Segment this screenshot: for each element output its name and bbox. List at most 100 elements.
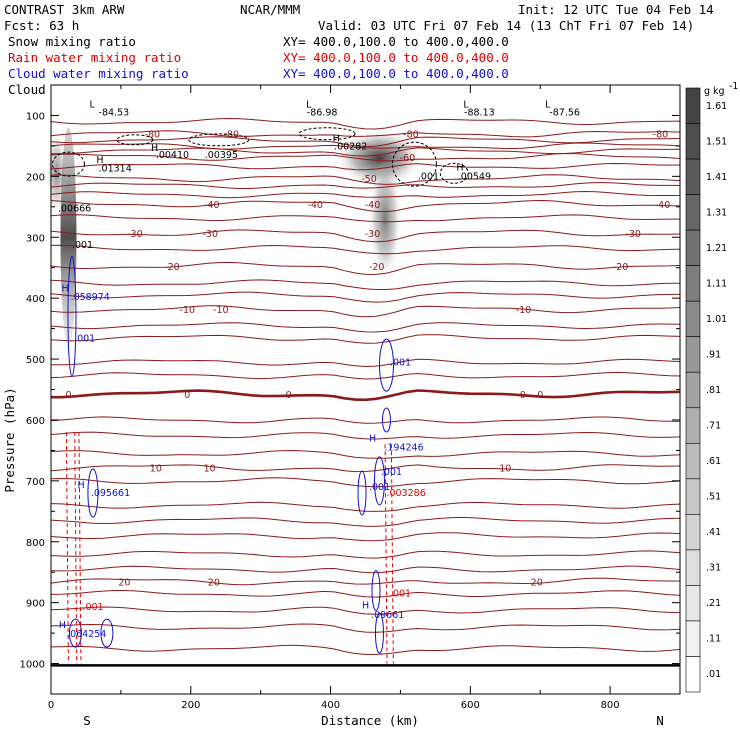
ice-annotation: L bbox=[89, 100, 95, 111]
ice-annotation: L bbox=[306, 100, 312, 111]
contour-label: -20 bbox=[369, 262, 385, 273]
contour-label: 10 bbox=[204, 463, 216, 474]
cloud-water-contour bbox=[381, 407, 391, 433]
cloud-water-contour bbox=[357, 470, 367, 516]
colorbar-label: .21 bbox=[706, 598, 721, 609]
rain-annotation: .001 bbox=[390, 589, 411, 600]
cloud-water-contour bbox=[373, 456, 385, 506]
cloud-water-annotation: .001 bbox=[390, 358, 411, 369]
colorbar-label: .91 bbox=[706, 349, 721, 360]
temperature-contour bbox=[50, 182, 681, 189]
colorbar-swatch bbox=[685, 407, 701, 444]
colorbar-swatch bbox=[685, 300, 701, 338]
temperature-contour bbox=[50, 162, 681, 171]
ice-annotation: H bbox=[456, 162, 463, 173]
colorbar-label: .01 bbox=[706, 669, 721, 680]
colorbar-swatch bbox=[685, 229, 701, 266]
temperature-contour bbox=[50, 565, 681, 574]
contour-label: -80 bbox=[403, 130, 419, 141]
contour-label: 0 bbox=[184, 390, 190, 401]
ice-annotation: L bbox=[545, 100, 551, 111]
cloud-water-annotation: H bbox=[362, 601, 369, 612]
temperature-contour bbox=[50, 516, 680, 527]
rain-contour bbox=[384, 444, 388, 664]
temperature-contour bbox=[50, 532, 681, 542]
temperature-contour bbox=[50, 358, 681, 368]
cloud-ice-contour bbox=[439, 162, 469, 184]
field-xy: XY= 400.0,100.0 to 400.0,400.0 bbox=[283, 50, 509, 65]
cloud-water-annotation: H bbox=[78, 480, 85, 491]
temperature-contour bbox=[50, 550, 681, 559]
cloud-ice-contour bbox=[116, 134, 154, 146]
colorbar-label: 1.01 bbox=[706, 314, 727, 325]
rain-contour bbox=[65, 432, 69, 664]
temperature-contour bbox=[50, 371, 681, 380]
temperature-contour bbox=[50, 416, 681, 424]
temperature-contour--80 bbox=[50, 130, 681, 138]
colorbar-swatch bbox=[685, 585, 701, 622]
temperature-contour--40 bbox=[50, 199, 681, 213]
contour-label: -40 bbox=[204, 200, 220, 211]
colorbar-label: 1.11 bbox=[706, 278, 727, 289]
cloud-ice-contour bbox=[51, 151, 85, 177]
colorbar-unit-exponent: -1 bbox=[729, 81, 738, 92]
field-name: Snow mixing ratio bbox=[8, 34, 136, 49]
contour-label: 10 bbox=[499, 463, 511, 474]
temperature-contour bbox=[50, 322, 681, 333]
colorbar-label: .51 bbox=[706, 492, 721, 503]
cloud-water-contour bbox=[100, 618, 114, 648]
plot-area: -80 -80 -80 -80 -60 -50 -40 -40 -40 -40 -30 -30 -30 -… bbox=[20, 84, 681, 711]
colorbar-unit: g kg bbox=[704, 86, 725, 97]
snow-core bbox=[337, 130, 422, 187]
ice-annotation: L bbox=[463, 100, 469, 111]
ice-annotation: H bbox=[96, 155, 103, 166]
contour-label: -80 bbox=[653, 130, 669, 141]
contour-label: -80 bbox=[145, 130, 161, 141]
contour-label: -10 bbox=[213, 305, 229, 316]
contour-label: 10 bbox=[150, 463, 162, 474]
cloud-water-annotation: .058974 bbox=[71, 292, 110, 303]
init-time: Init: 12 UTC Tue 04 Feb 14 bbox=[518, 2, 714, 17]
cloud-water-annotation: .001 bbox=[74, 333, 95, 344]
ice-annotation: .00395 bbox=[205, 150, 238, 161]
cloud-water-annotation: H bbox=[61, 283, 68, 294]
colorbar-swatch bbox=[685, 371, 701, 409]
cloud-water-contour bbox=[68, 618, 82, 648]
colorbar-swatch bbox=[685, 442, 701, 480]
ice-annotation: -87.56 bbox=[549, 107, 580, 118]
rain-contour bbox=[390, 444, 394, 664]
temperature-contour bbox=[50, 501, 681, 512]
colorbar-swatch bbox=[685, 336, 701, 373]
snow-tail bbox=[369, 158, 402, 279]
x-end-label-south: S bbox=[83, 713, 91, 728]
temperature-contour--50 bbox=[51, 174, 681, 185]
model-title: CONTRAST 3km ARW bbox=[4, 2, 125, 17]
colorbar-label: .11 bbox=[706, 634, 721, 645]
contour-label: -40 bbox=[365, 200, 381, 211]
ice-annotation: H bbox=[333, 134, 340, 145]
field-name: Cloud water mixing ratio bbox=[8, 66, 189, 81]
y-tick-label: 700 bbox=[26, 477, 45, 488]
ice-annotation: .00410 bbox=[156, 150, 189, 161]
cloud-water-annotation: .001 bbox=[381, 467, 402, 478]
temperature-contour bbox=[50, 606, 681, 615]
contour-label: 20 bbox=[118, 577, 130, 588]
cloud-water-contour bbox=[374, 612, 384, 654]
y-tick-label: 900 bbox=[26, 599, 45, 610]
ice-annotation: -88.13 bbox=[464, 107, 495, 118]
y-tick-label: 600 bbox=[26, 416, 45, 427]
temperature-contour bbox=[50, 214, 680, 223]
colorbar-label: .71 bbox=[706, 421, 721, 432]
temperature-contour bbox=[50, 431, 681, 440]
colorbar-label: 1.41 bbox=[706, 172, 727, 183]
colorbar-label: .81 bbox=[706, 385, 721, 396]
colorbar-label: 1.51 bbox=[706, 136, 727, 147]
colorbar-swatch bbox=[685, 514, 701, 551]
temperature-contour bbox=[50, 244, 681, 255]
cloud-ice-contour bbox=[391, 141, 437, 187]
cloud-water-annotation: .194246 bbox=[384, 442, 423, 453]
ice-annotation: .01314 bbox=[99, 163, 132, 174]
field-xy: XY= 400.0,100.0 to 400.0,400.0 bbox=[283, 66, 509, 81]
ice-annotation: H bbox=[151, 143, 158, 154]
contour-label: -80 bbox=[224, 130, 240, 141]
